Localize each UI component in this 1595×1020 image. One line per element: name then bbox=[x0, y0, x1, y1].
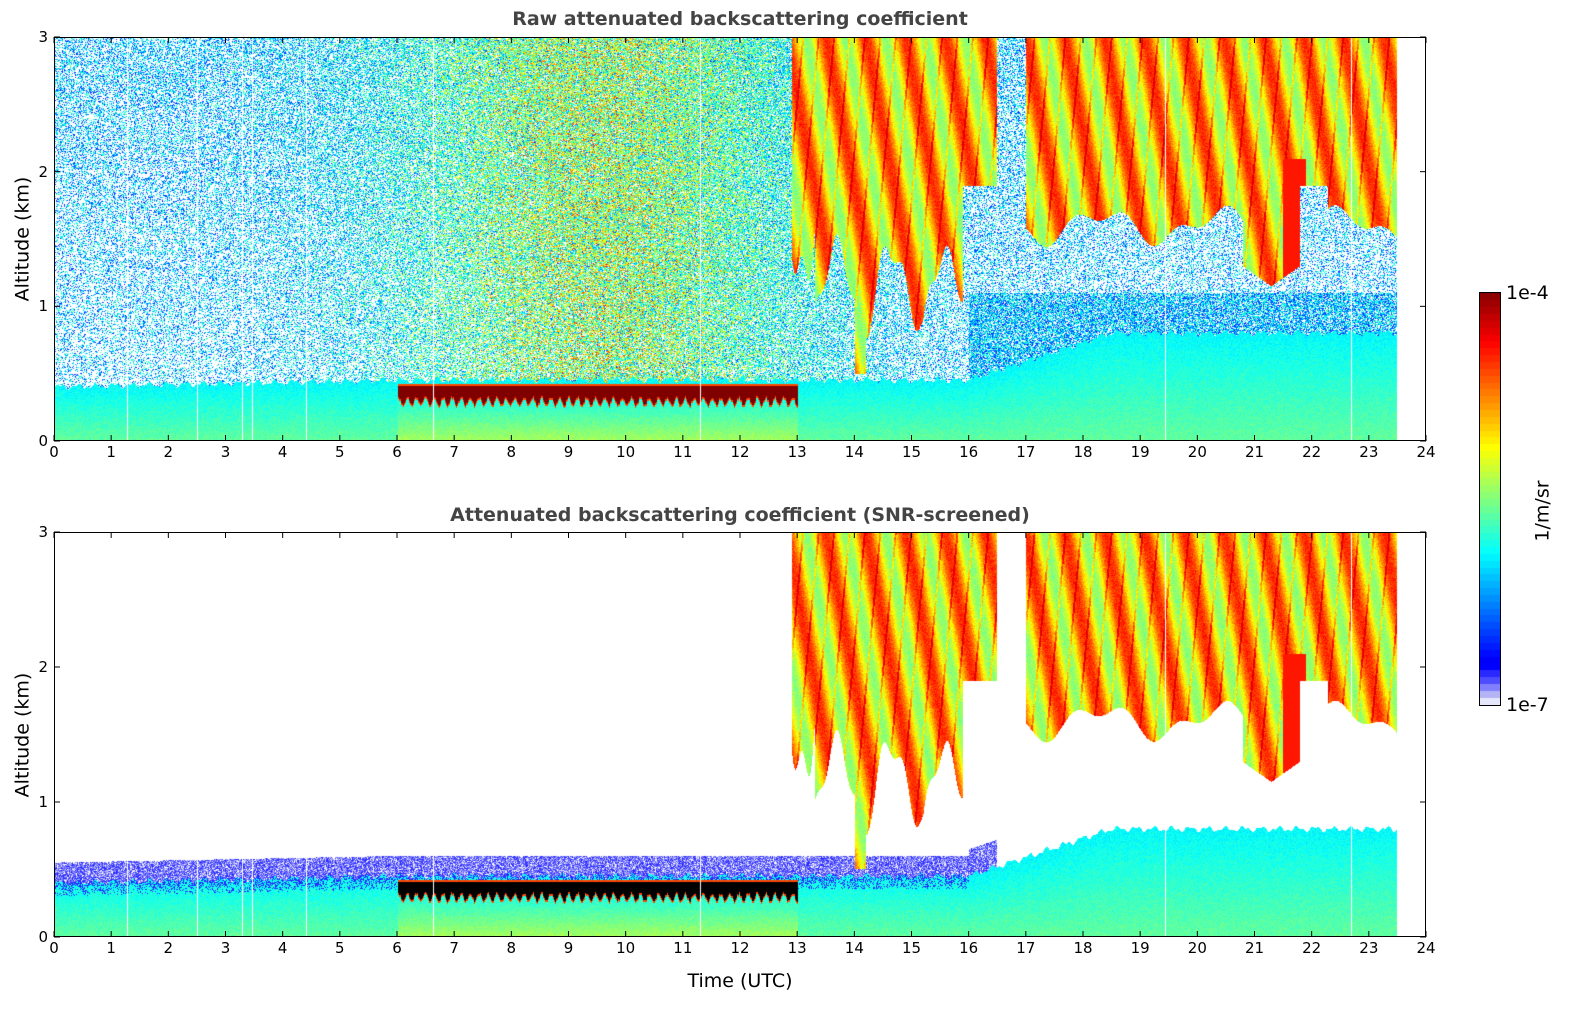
x-tick-label: 6 bbox=[392, 443, 402, 461]
x-tick-label: 12 bbox=[730, 443, 750, 461]
bottom-heatmap-plot bbox=[54, 532, 1426, 937]
y-tick-label: 0 bbox=[38, 432, 48, 450]
x-tick-label: 13 bbox=[787, 939, 807, 957]
colorbar bbox=[1479, 292, 1501, 706]
bottom-heatmap-canvas bbox=[55, 533, 1425, 936]
y-tick-label: 1 bbox=[38, 297, 48, 316]
x-tick-label: 23 bbox=[1359, 443, 1379, 461]
y-tick-label: 3 bbox=[38, 28, 48, 46]
x-tick-label: 1 bbox=[106, 939, 116, 957]
bottom-chart-title: Attenuated backscattering coefficient (S… bbox=[450, 504, 1030, 526]
x-tick-label: 20 bbox=[1187, 443, 1207, 461]
x-tick-label: 21 bbox=[1244, 939, 1265, 957]
x-tick-label: 17 bbox=[1016, 443, 1036, 461]
y-tick-label: 1 bbox=[38, 793, 48, 811]
x-tick-label: 9 bbox=[563, 443, 574, 461]
top-heatmap-plot bbox=[54, 37, 1426, 441]
x-tick-label: 24 bbox=[1416, 939, 1436, 957]
x-tick-label: 8 bbox=[506, 939, 517, 957]
x-tick-label: 8 bbox=[506, 443, 517, 461]
x-tick-label: 2 bbox=[163, 939, 174, 957]
x-tick-label: 14 bbox=[844, 939, 864, 957]
x-tick-label: 16 bbox=[959, 443, 979, 461]
x-tick-label: 16 bbox=[959, 939, 979, 957]
y-tick-label: 2 bbox=[38, 658, 48, 676]
x-tick-label: 23 bbox=[1359, 939, 1379, 957]
x-tick-label: 17 bbox=[1016, 939, 1036, 957]
x-tick-label: 19 bbox=[1130, 443, 1150, 461]
top-heatmap-canvas bbox=[55, 38, 1425, 440]
y-tick-label: 0 bbox=[38, 928, 48, 946]
x-tick-label: 7 bbox=[449, 939, 459, 957]
x-tick-label: 12 bbox=[730, 939, 750, 957]
y-tick-label: 3 bbox=[38, 523, 48, 541]
x-tick-label: 18 bbox=[1073, 939, 1093, 957]
x-tick-label: 5 bbox=[335, 443, 345, 461]
bottom-y-axis-label: Altitude (km) bbox=[11, 672, 34, 798]
colorbar-max-label: 1e-4 bbox=[1506, 282, 1549, 304]
x-tick-label: 7 bbox=[449, 443, 459, 461]
x-tick-label: 14 bbox=[844, 443, 864, 461]
x-tick-label: 18 bbox=[1073, 443, 1093, 461]
x-tick-label: 10 bbox=[616, 939, 636, 957]
x-tick-label: 4 bbox=[277, 443, 288, 461]
colorbar-min-label: 1e-7 bbox=[1506, 694, 1549, 716]
x-tick-label: 19 bbox=[1130, 939, 1150, 957]
top-chart-title: Raw attenuated backscattering coefficien… bbox=[512, 8, 968, 30]
x-axis-label: Time (UTC) bbox=[687, 970, 793, 992]
x-tick-label: 15 bbox=[901, 443, 922, 461]
x-tick-label: 1 bbox=[106, 443, 116, 461]
x-tick-label: 11 bbox=[673, 443, 693, 461]
x-tick-label: 10 bbox=[616, 443, 636, 461]
x-tick-label: 13 bbox=[787, 443, 807, 461]
x-tick-label: 11 bbox=[673, 939, 693, 957]
y-tick-label: 2 bbox=[38, 162, 48, 181]
x-tick-label: 0 bbox=[49, 939, 59, 957]
x-tick-label: 3 bbox=[220, 443, 231, 461]
top-y-axis-label: Altitude (km) bbox=[11, 176, 34, 302]
x-tick-label: 22 bbox=[1302, 939, 1322, 957]
x-tick-label: 21 bbox=[1244, 443, 1265, 461]
x-tick-label: 5 bbox=[335, 939, 345, 957]
x-tick-label: 22 bbox=[1302, 443, 1322, 461]
x-tick-label: 4 bbox=[277, 939, 288, 957]
x-tick-label: 24 bbox=[1416, 443, 1436, 461]
colorbar-unit-label: 1/m/sr bbox=[1531, 480, 1554, 542]
x-tick-label: 0 bbox=[49, 443, 59, 461]
x-tick-label: 20 bbox=[1187, 939, 1207, 957]
x-tick-label: 6 bbox=[392, 939, 402, 957]
x-tick-label: 15 bbox=[901, 939, 922, 957]
x-tick-label: 3 bbox=[220, 939, 231, 957]
x-tick-label: 9 bbox=[563, 939, 574, 957]
x-tick-label: 2 bbox=[163, 443, 174, 461]
